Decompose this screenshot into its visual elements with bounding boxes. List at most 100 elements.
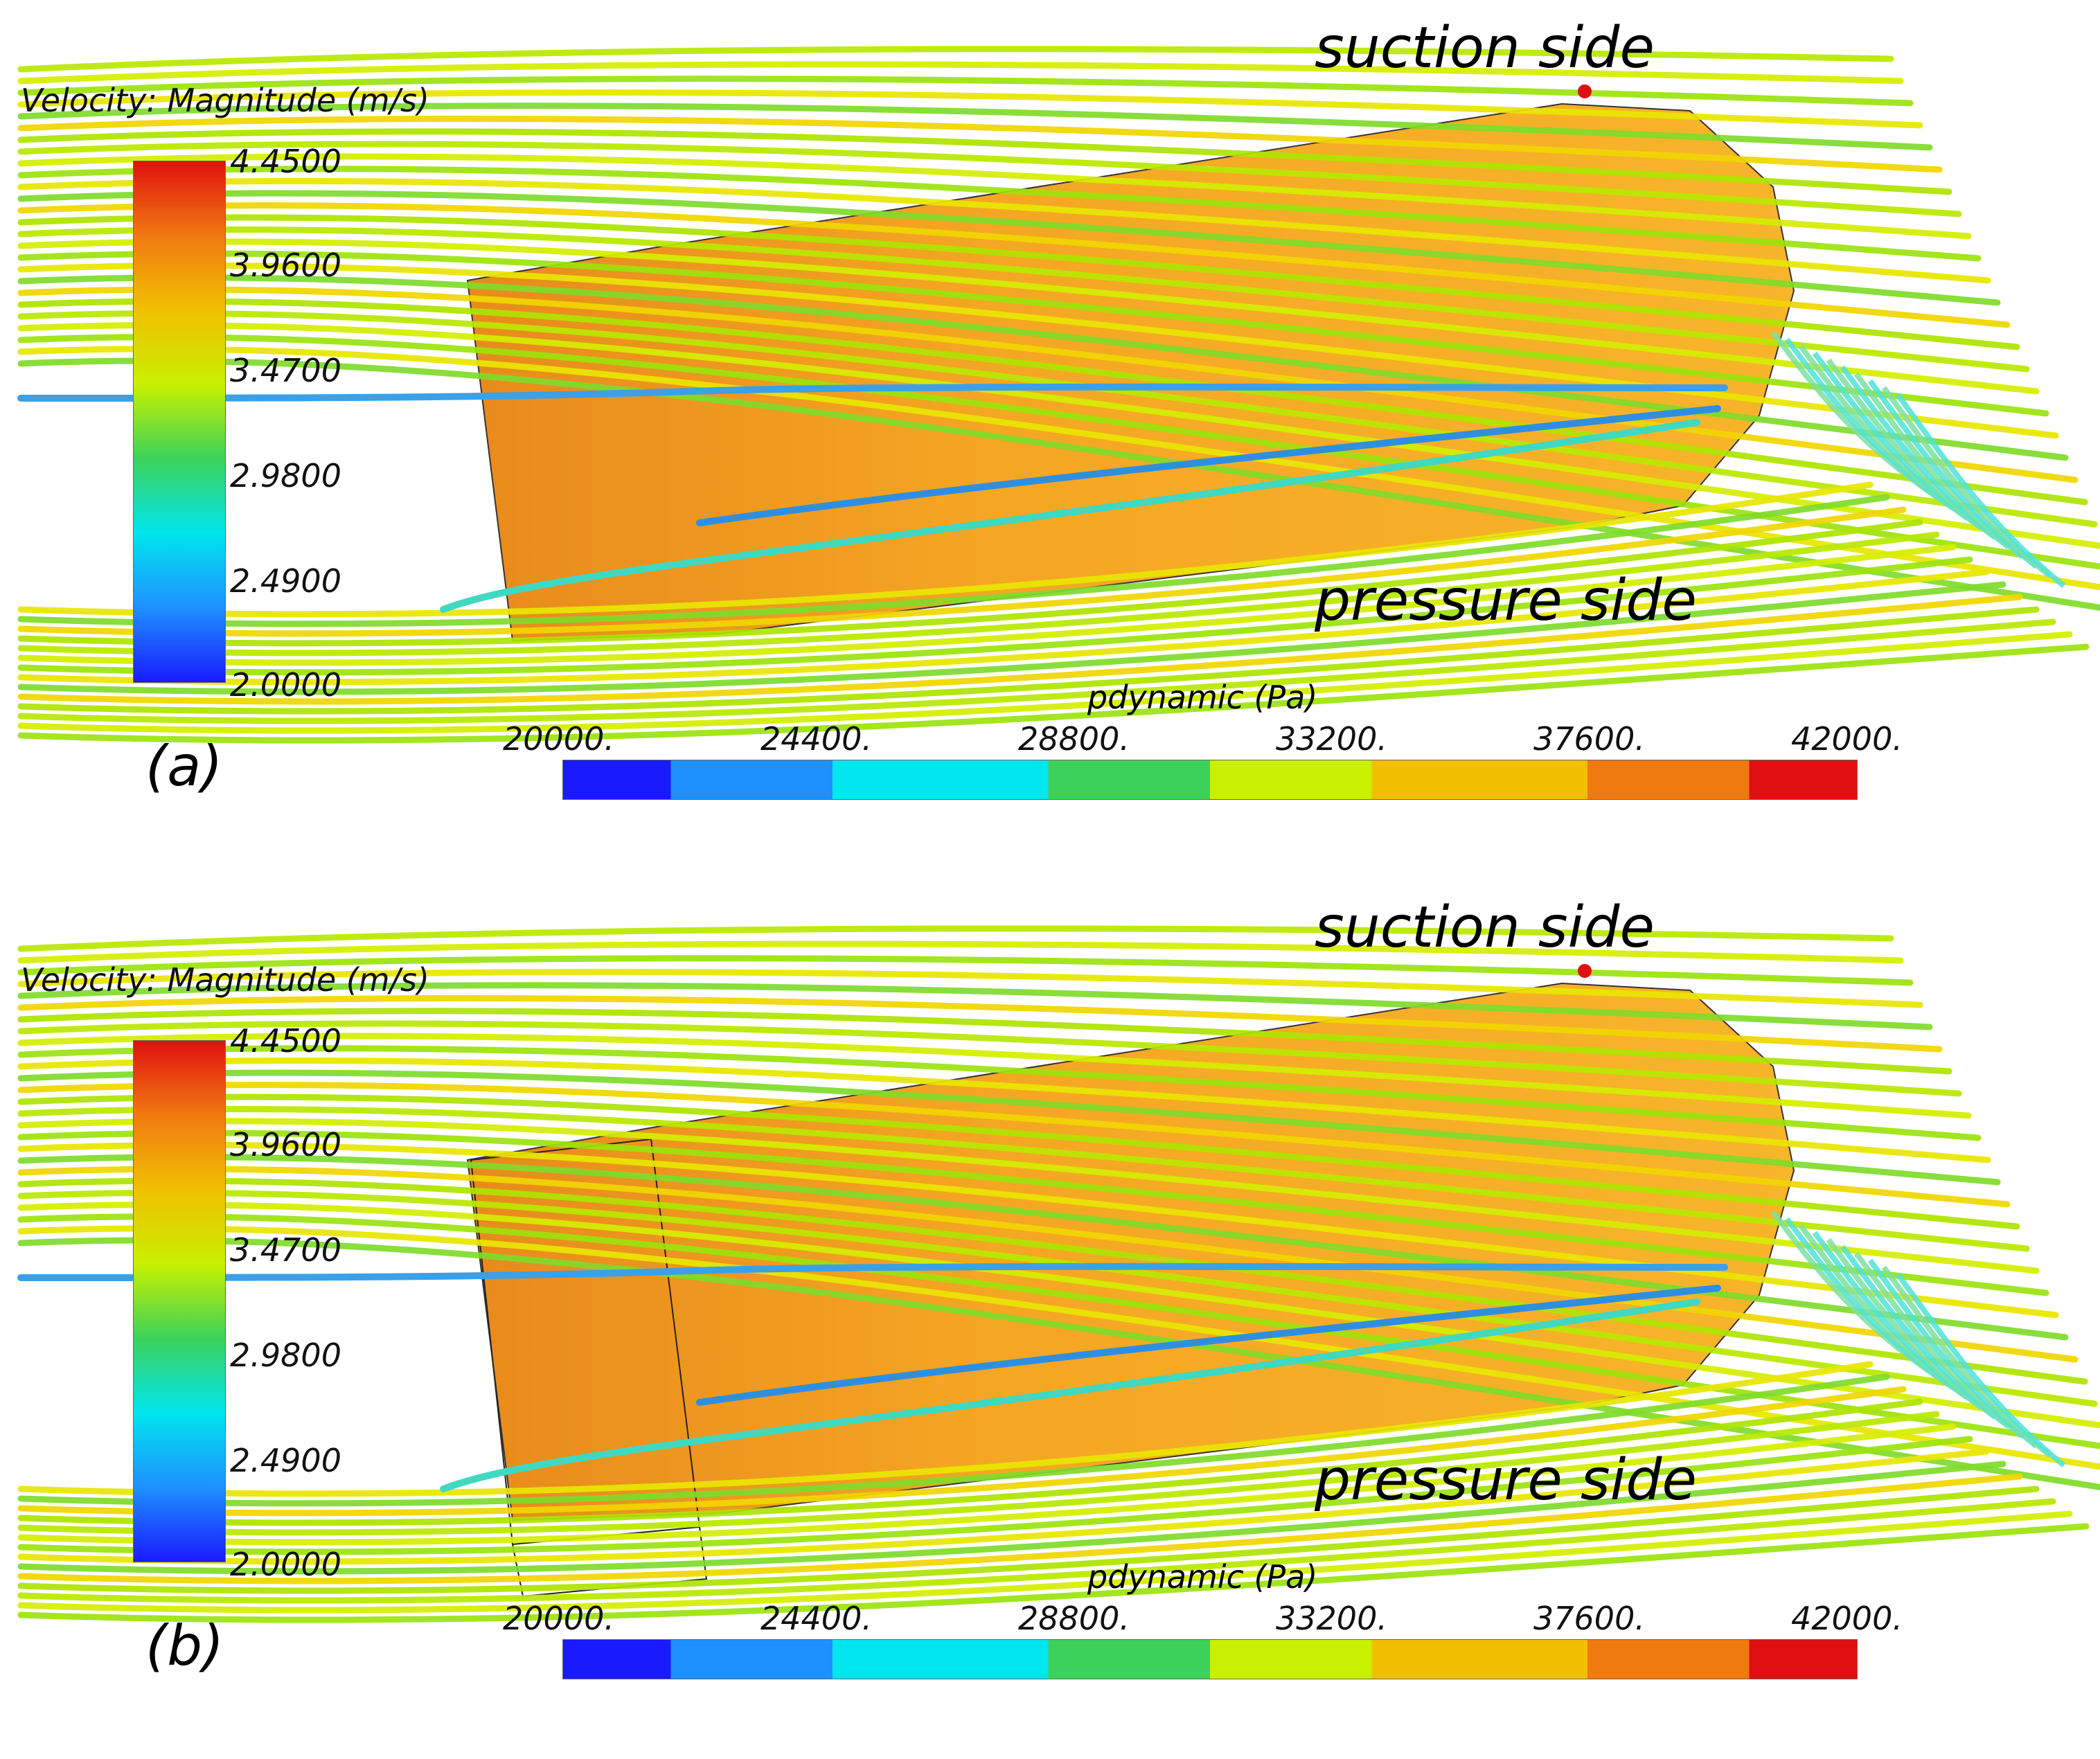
streamline <box>17 1105 2030 1252</box>
streamline <box>17 606 2040 715</box>
streamline <box>17 1498 2056 1604</box>
velocity-colorbar <box>133 161 226 683</box>
velocity-tick: 2.9800 <box>230 457 341 494</box>
streamline <box>17 102 1933 151</box>
streamline-slow <box>696 1285 1721 1406</box>
pressure-tick: 24400. <box>760 720 872 758</box>
velocity-tick: 2.9800 <box>230 1337 341 1374</box>
streamline <box>17 1069 2001 1186</box>
streamline <box>17 1373 1890 1507</box>
streamline <box>17 262 2059 439</box>
streamline <box>17 177 1991 284</box>
wake-streamline <box>1895 1272 2066 1468</box>
streamline-slow <box>696 405 1721 526</box>
streamline <box>17 969 1923 1008</box>
pressure-colorbar <box>562 760 1858 800</box>
streamline <box>17 298 2088 506</box>
pressure-tick: 42000. <box>1791 1600 1903 1637</box>
pressure-tick: 42000. <box>1791 720 1903 758</box>
streamline <box>17 955 1914 986</box>
streamline <box>17 494 1890 627</box>
streamline <box>17 1008 1952 1075</box>
streamline <box>17 250 2049 417</box>
streamline <box>17 1411 1940 1536</box>
streamline <box>17 506 1907 637</box>
velocity-tick: 4.4500 <box>230 1022 341 1060</box>
flow-visualization <box>17 46 2100 744</box>
pressure-tick: 24400. <box>760 1600 872 1637</box>
pressure-legend-title: pdynamic (Pa) <box>1087 1558 1318 1596</box>
streamline <box>17 1485 2040 1594</box>
streamline <box>17 581 2006 695</box>
streamline <box>17 1118 2040 1274</box>
streamline <box>17 1057 1991 1163</box>
streamline <box>17 1141 2059 1319</box>
streamline <box>17 46 1894 73</box>
pressure-tick: 28800. <box>1018 720 1130 758</box>
streamline <box>17 1237 2100 1490</box>
streamline <box>17 1461 2006 1575</box>
pressure-tick: 37600. <box>1533 720 1645 758</box>
pressure-legend-title: pdynamic (Pa) <box>1087 679 1318 716</box>
streamline <box>17 1473 2023 1584</box>
wake-streamline <box>1881 386 2052 579</box>
streamline <box>17 357 2100 611</box>
streamline-slow <box>440 1298 1700 1492</box>
velocity-tick: 4.4500 <box>230 143 341 180</box>
streamline <box>17 1177 2088 1385</box>
streamline <box>17 190 2001 306</box>
streamline <box>17 141 1962 217</box>
streamline <box>17 116 1943 173</box>
velocity-tick: 2.4900 <box>230 562 341 600</box>
wake-streamline <box>1881 1265 2052 1458</box>
streamline <box>17 1386 1907 1517</box>
pressure-hotspot <box>1578 84 1592 98</box>
velocity-tick: 3.4700 <box>230 1231 341 1269</box>
suction-side-label: suction side <box>1315 15 1655 81</box>
streamline <box>17 238 2040 395</box>
streamline-slow <box>17 383 1728 402</box>
streamline <box>17 1361 1874 1497</box>
velocity-tick: 2.4900 <box>230 1442 341 1479</box>
wake-streamline <box>1895 393 2066 589</box>
streamline <box>17 322 2100 549</box>
pressure-tick: 28800. <box>1018 1600 1130 1637</box>
panel-label: (a) <box>145 734 223 798</box>
streamline <box>17 1154 2069 1341</box>
streamline-slow <box>440 419 1700 613</box>
streamline <box>17 544 1957 666</box>
streamline <box>17 61 1904 84</box>
streamline <box>17 1189 2098 1407</box>
pressure-tick: 20000. <box>503 1600 614 1637</box>
streamline <box>17 286 2079 483</box>
velocity-tick: 2.0000 <box>230 666 341 704</box>
streamline <box>17 1093 2020 1230</box>
pressure-tick: 37600. <box>1533 1600 1645 1637</box>
streamline <box>17 75 1914 107</box>
streamline <box>17 166 1982 262</box>
wake-streamline <box>1867 1258 2038 1449</box>
panel-label: (b) <box>145 1614 224 1678</box>
streamline <box>17 925 1894 952</box>
wake-streamline <box>1867 379 2038 569</box>
panel-b: Velocity: Magnitude (m/s) 4.4500 3.9600 … <box>0 880 2100 1759</box>
streamline <box>17 1436 1973 1555</box>
panel-a: Velocity: Magnitude (m/s) 4.4500 3.9600 … <box>17 15 2100 800</box>
suction-side-label: suction side <box>1315 895 1655 961</box>
streamline <box>17 481 1874 618</box>
streamline <box>17 1523 2090 1623</box>
pressure-tick: 33200. <box>1276 720 1387 758</box>
streamline <box>17 556 1973 676</box>
velocity-tick: 3.9600 <box>230 1126 341 1163</box>
streamline <box>17 982 1933 1030</box>
pressure-hotspot <box>1578 964 1592 978</box>
streamline <box>17 1045 1982 1141</box>
streamline <box>17 226 2030 373</box>
streamline <box>17 310 2098 528</box>
streamline <box>17 1166 2079 1363</box>
streamline <box>17 1020 1962 1097</box>
pressure-colorbar <box>562 1639 1858 1679</box>
streamline <box>17 631 2073 734</box>
streamline <box>17 128 1952 195</box>
velocity-legend-title: Velocity: Magnitude (m/s) <box>21 82 429 119</box>
